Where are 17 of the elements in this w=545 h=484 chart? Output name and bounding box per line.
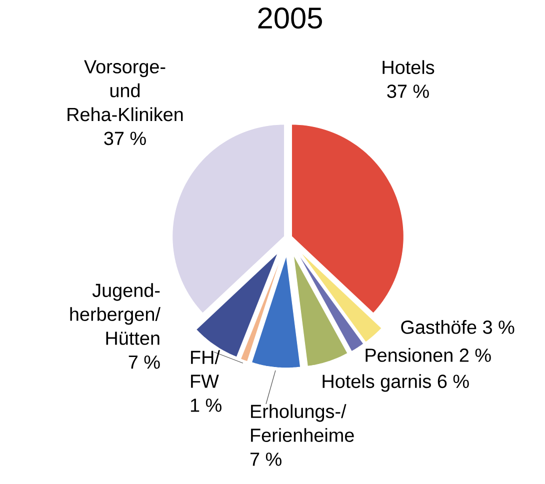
data-label: 1 % (190, 398, 222, 412)
slice-label: Hotels garnis (322, 374, 431, 392)
data-label: 3 % (483, 320, 514, 334)
data-label: 7 % (128, 356, 160, 369)
slice-label: Erholungs-/ Ferienheime (251, 404, 354, 442)
slice-label: Pensionen (366, 348, 452, 362)
data-label: 37 % (104, 132, 146, 146)
data-label: 2 % (460, 348, 491, 362)
slice-label: Gasthöfe (401, 320, 476, 334)
data-label: 6 % (438, 374, 469, 388)
slice-label: Vorsorge- und Reha-Kliniken (68, 60, 183, 122)
slice-label: Hotels (382, 60, 434, 74)
slice-label: FH/ FW (191, 350, 220, 388)
data-label: 37 % (387, 84, 429, 98)
slice-label: Jugend- herbergen/ Hütten (70, 283, 160, 345)
data-label: 7 % (250, 452, 282, 466)
chart-title: 2005 (258, 7, 322, 29)
